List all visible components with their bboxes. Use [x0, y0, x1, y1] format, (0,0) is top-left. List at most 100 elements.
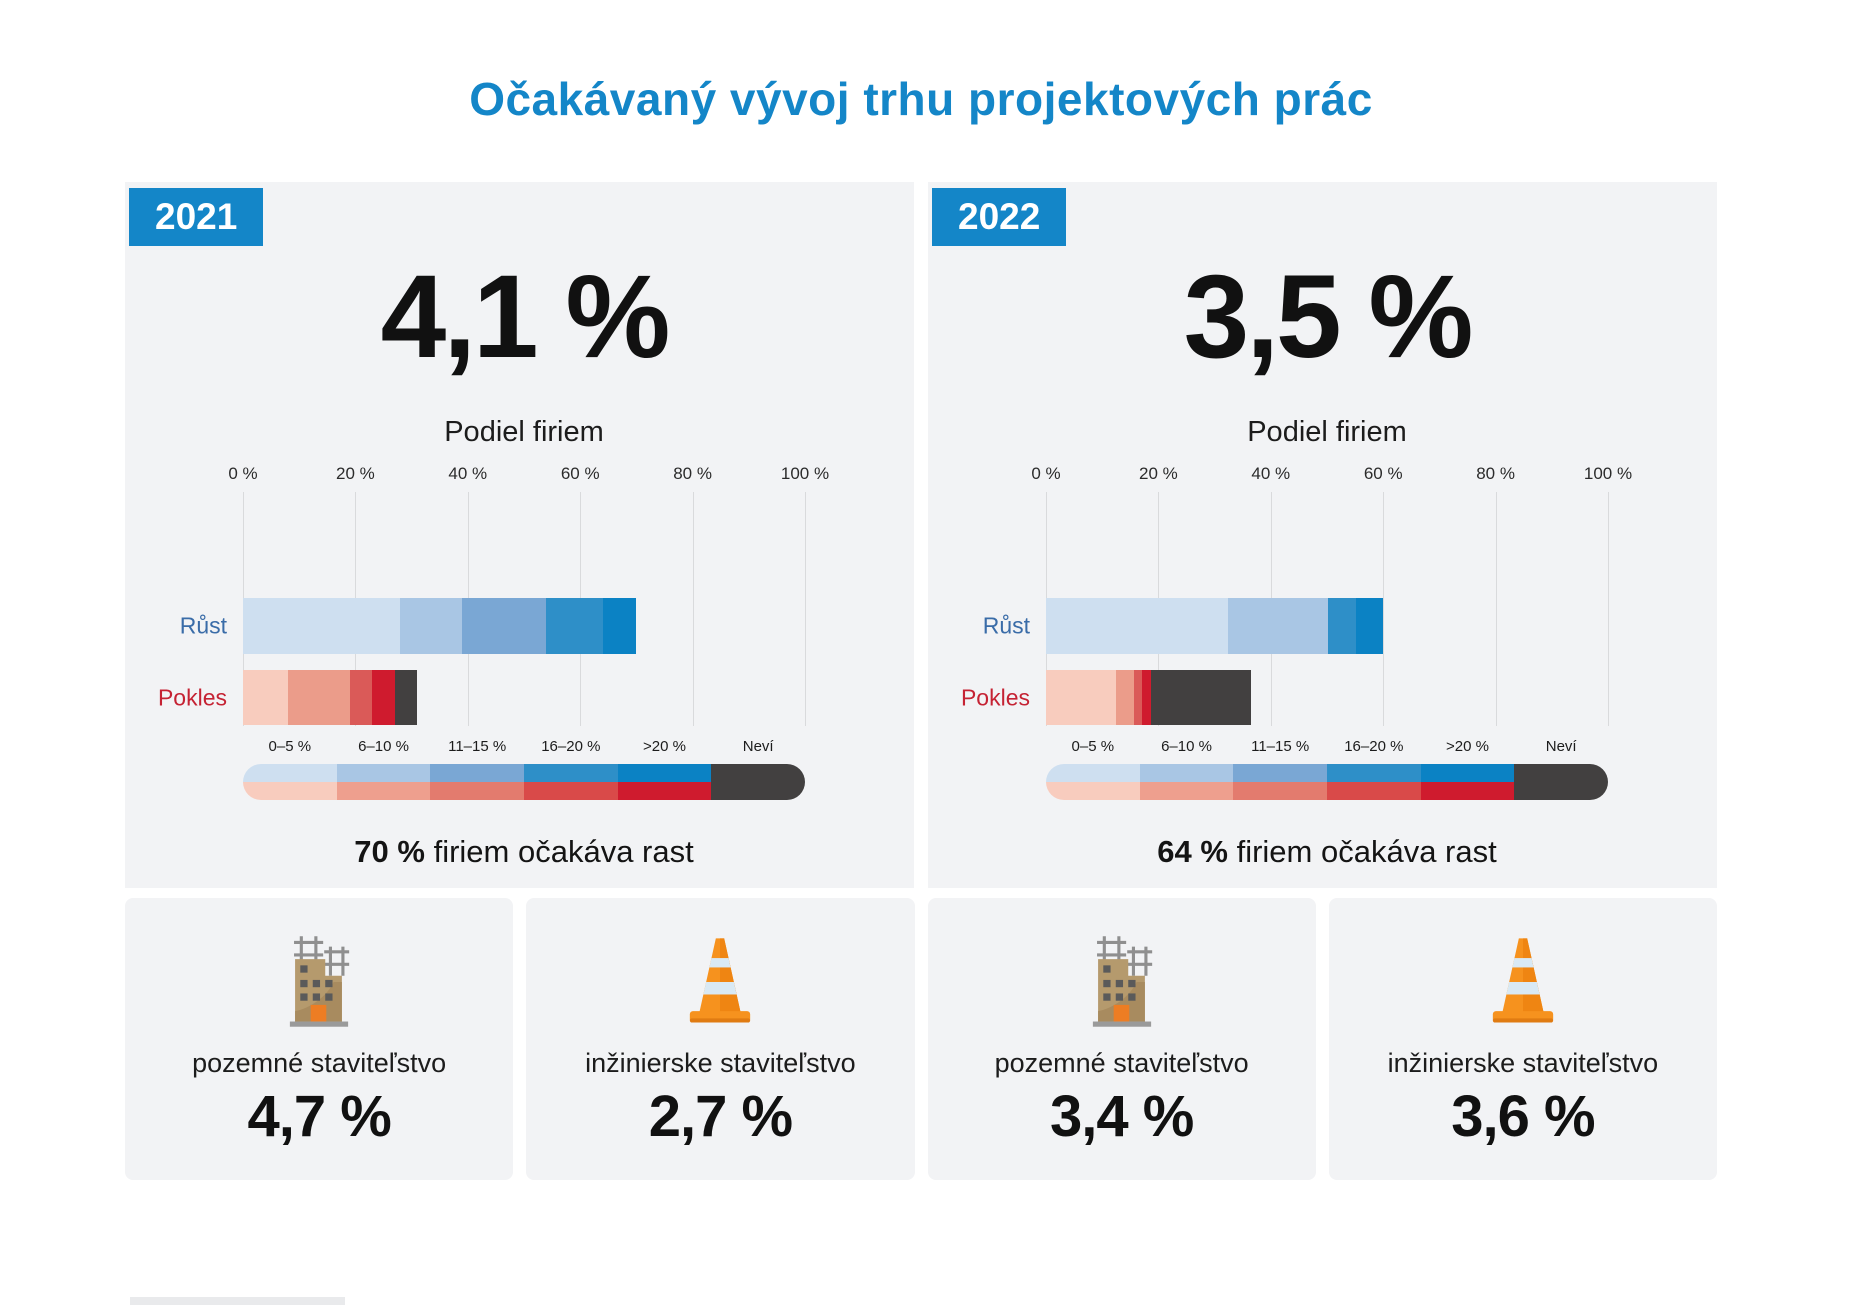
building-icon [125, 922, 513, 1034]
legend-cell->20 % [617, 764, 712, 800]
bar-segment-0–5 % [1046, 598, 1229, 654]
legend-swatch-growth [336, 764, 431, 782]
legend-cell-11–15 % [1233, 764, 1328, 800]
bar-segment-0–5 % [1046, 670, 1116, 725]
x-tick: 100 % [780, 464, 830, 483]
card-label: inžinierske staviteľstvo [585, 1048, 856, 1078]
headline-value: 4,1 % [380, 251, 671, 383]
chart-subtitle: Podiel firiem [1247, 416, 1407, 448]
legend-swatch-decline [1046, 782, 1140, 800]
legend-label: 16–20 % [541, 738, 601, 755]
legend-swatch-decline [711, 782, 805, 800]
legend-swatch-growth [1046, 764, 1140, 782]
card-inzinierske-2022: inžinierske staviteľstvo 3,6 % [1328, 898, 1717, 1180]
legend-cell-Neví [1514, 764, 1608, 800]
x-tick: 20 % [336, 464, 375, 483]
bar-segment-16–20 % [349, 670, 373, 725]
growth-row-label: Růst [179, 612, 227, 639]
legend-cell-0–5 % [243, 764, 337, 800]
legend-label: 0–5 % [1071, 738, 1115, 755]
cone-icon [1329, 922, 1717, 1034]
legend-swatch-decline [430, 782, 525, 800]
bar-segment-Neví [394, 670, 418, 725]
x-axis-ticks: 0 % 20 % 40 % 60 % 80 % 100 % [1031, 464, 1632, 486]
legend-swatch-decline [1514, 782, 1608, 800]
bar-segment-11–15 % [462, 598, 547, 654]
legend-swatch-decline [336, 782, 431, 800]
legend-cell-Neví [711, 764, 805, 800]
summary-label: firiem očakáva rast [1236, 834, 1497, 869]
x-tick: 60 % [1363, 464, 1403, 483]
cropped-next-section [130, 1297, 345, 1305]
panel-2021-content: 4,1 % Podiel firiem 0 % 20 % 40 % 60 % 8… [158, 182, 829, 888]
legend-cell-11–15 % [430, 764, 525, 800]
x-tick: 0 % [228, 464, 258, 483]
legend-swatch-decline [1233, 782, 1328, 800]
legend-label: 6–10 % [1161, 738, 1212, 755]
year-badge-2021: 2021 [129, 188, 264, 246]
panel-2022-content: 3,5 % Podiel firiem 0 % 20 % 40 % 60 % 8… [961, 182, 1632, 888]
legend-label: >20 % [643, 738, 686, 755]
legend-swatch-growth [243, 764, 337, 782]
legend-swatch-growth [1514, 764, 1608, 782]
summary-label: firiem očakáva rast [433, 834, 694, 869]
gridline [805, 492, 806, 726]
growth-bar: Růst [983, 598, 1608, 654]
card-inzinierske-2021: inžinierske staviteľstvo 2,7 % [526, 898, 915, 1180]
summary-value: 64 % [1157, 834, 1228, 869]
bar-segment-6–10 % [400, 598, 463, 654]
legend-swatch-growth [1233, 764, 1328, 782]
x-tick: 80 % [673, 464, 712, 483]
cards-row: pozemné staviteľstvo 4,7 % inžinierske s… [125, 898, 1717, 1180]
x-tick: 60 % [560, 464, 600, 483]
legend-color-bar [243, 764, 805, 800]
legend-swatch-growth [711, 764, 805, 782]
growth-row-label: Růst [982, 612, 1030, 639]
legend-swatch-decline [617, 782, 712, 800]
building-icon [928, 922, 1316, 1034]
x-tick: 0 % [1031, 464, 1061, 483]
decline-row-label: Pokles [157, 684, 227, 710]
chart-subtitle: Podiel firiem [444, 416, 604, 448]
bar-segment-0–5 % [243, 670, 288, 725]
x-tick: 20 % [1139, 464, 1178, 483]
card-value: 4,7 % [247, 1084, 391, 1149]
card-label: pozemné staviteľstvo [192, 1048, 447, 1078]
legend-swatch-decline [524, 782, 618, 800]
summary-text: 70 % firiem očakáva rast [203, 834, 845, 870]
bar-segment-16–20 % [546, 598, 603, 654]
legend-swatch-growth [524, 764, 618, 782]
bar-segment-16–20 % [1134, 670, 1142, 725]
legend-swatch-decline [243, 782, 337, 800]
legend-cell->20 % [1420, 764, 1515, 800]
legend-swatch-decline [1327, 782, 1421, 800]
card-label: pozemné staviteľstvo [994, 1048, 1249, 1078]
card-pozemne-2021: pozemné staviteľstvo 4,7 % [125, 898, 514, 1180]
summary-value: 70 % [354, 834, 425, 869]
decline-row-label: Pokles [960, 684, 1030, 710]
decline-bar: Pokles [158, 670, 805, 725]
legend-swatch-growth [1420, 764, 1515, 782]
bar-segment->20 % [372, 670, 395, 725]
summary-text: 64 % firiem očakáva rast [1006, 834, 1648, 870]
legend-labels: 0–5 % 6–10 % 11–15 % 16–20 % >20 % Neví [1046, 738, 1608, 758]
legend-swatch-growth [430, 764, 525, 782]
year-badge-2022: 2022 [932, 188, 1067, 246]
page-title: Očakávaný vývoj trhu projektových prác [469, 73, 1373, 125]
legend-label: 0–5 % [268, 738, 312, 755]
legend-swatch-growth [1139, 764, 1234, 782]
x-tick: 80 % [1476, 464, 1515, 483]
gridline [1608, 492, 1609, 726]
legend-labels: 0–5 % 6–10 % 11–15 % 16–20 % >20 % Neví [243, 738, 805, 758]
legend-cell-16–20 % [524, 764, 618, 800]
legend-label: Neví [742, 738, 774, 755]
legend-swatch-growth [617, 764, 712, 782]
x-axis-ticks: 0 % 20 % 40 % 60 % 80 % 100 % [228, 464, 829, 486]
panel-2021: 2021 4,1 % Podiel firiem 0 % 20 % 40 % 6… [125, 182, 914, 888]
cone-icon [526, 922, 914, 1034]
legend-swatch-growth [1327, 764, 1421, 782]
legend-cell-6–10 % [1139, 764, 1234, 800]
legend-cell-6–10 % [336, 764, 431, 800]
card-pozemne-2022: pozemné staviteľstvo 3,4 % [927, 898, 1316, 1180]
